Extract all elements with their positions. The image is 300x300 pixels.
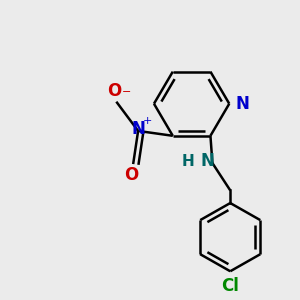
Text: N: N: [235, 95, 249, 113]
Text: H: H: [182, 154, 195, 169]
Text: +: +: [142, 116, 152, 126]
Text: −: −: [122, 87, 131, 97]
Text: O: O: [124, 166, 138, 184]
Text: O: O: [107, 82, 122, 100]
Text: N: N: [200, 152, 214, 170]
Text: N: N: [131, 120, 145, 138]
Text: Cl: Cl: [221, 277, 239, 295]
